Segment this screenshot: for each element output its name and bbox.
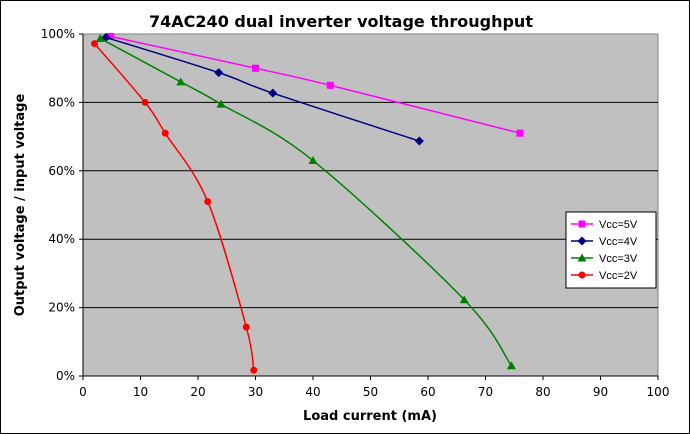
data-point <box>95 33 105 42</box>
data-point <box>516 129 524 137</box>
legend-label: Vcc=5V <box>599 219 638 231</box>
y-tick-label: 100% <box>41 27 75 41</box>
y-tick-label: 60% <box>48 164 75 178</box>
series-layer <box>91 32 524 374</box>
x-tick-label: 100 <box>647 385 670 399</box>
x-tick-label: 80 <box>535 385 550 399</box>
series-vcc-4v <box>101 32 424 146</box>
data-point <box>459 295 469 304</box>
legend-item: Vcc=3V <box>571 253 638 265</box>
data-point <box>141 98 149 106</box>
data-point <box>506 361 516 370</box>
y-axis-title: Output voltage / input voltage <box>13 94 28 317</box>
legend: Vcc=5V Vcc=4V Vcc=3V Vcc=2V <box>565 211 657 289</box>
data-point <box>204 198 212 206</box>
x-tick-label: 50 <box>363 385 378 399</box>
y-tick-label: 80% <box>48 95 75 109</box>
data-point <box>308 156 318 165</box>
legend-marker <box>577 253 587 262</box>
legend-marker <box>577 236 587 246</box>
series-line <box>105 36 420 142</box>
x-tick-label: 30 <box>248 385 263 399</box>
series-vcc-5v <box>107 32 524 137</box>
data-point <box>107 32 115 40</box>
x-tick-label: 20 <box>190 385 205 399</box>
data-point <box>161 129 169 137</box>
data-point <box>214 68 224 78</box>
x-axis-ticks: 0 10 20 30 40 50 60 70 80 90 100 <box>79 34 669 399</box>
chart-title: 74AC240 dual inverter voltage throughput <box>149 12 533 31</box>
x-axis-title: Load current (mA) <box>303 409 437 424</box>
x-tick-label: 90 <box>593 385 608 399</box>
x-tick-label: 0 <box>79 385 87 399</box>
legend-item: Vcc=2V <box>571 270 638 282</box>
y-tick-label: 0% <box>56 369 75 383</box>
data-point <box>326 81 334 89</box>
data-point <box>91 40 98 48</box>
x-tick-label: 40 <box>305 385 320 399</box>
series-vcc-3v <box>95 33 516 370</box>
legend-item: Vcc=4V <box>571 236 638 248</box>
legend-label: Vcc=2V <box>599 270 638 282</box>
data-point <box>414 136 424 146</box>
data-point <box>176 77 186 86</box>
gridlines <box>83 101 658 309</box>
legend-marker <box>578 220 586 228</box>
data-point <box>252 64 259 72</box>
legend-item: Vcc=5V <box>571 219 638 231</box>
series-line <box>110 35 521 134</box>
data-point <box>250 366 258 374</box>
y-tick-label: 40% <box>48 232 75 246</box>
plot-area <box>82 33 659 377</box>
series-vcc-2v <box>91 40 258 374</box>
y-axis-ticks: 0% 20% 40% 60% 80% 100% <box>41 27 83 383</box>
x-tick-label: 10 <box>133 385 148 399</box>
legend-label: Vcc=4V <box>599 236 638 248</box>
y-tick-label: 20% <box>48 301 75 315</box>
x-tick-label: 60 <box>420 385 435 399</box>
legend-label: Vcc=3V <box>599 253 638 265</box>
data-point <box>216 99 226 108</box>
data-point <box>242 323 250 331</box>
data-point <box>268 88 278 98</box>
legend-marker <box>578 271 586 279</box>
x-tick-label: 70 <box>478 385 493 399</box>
